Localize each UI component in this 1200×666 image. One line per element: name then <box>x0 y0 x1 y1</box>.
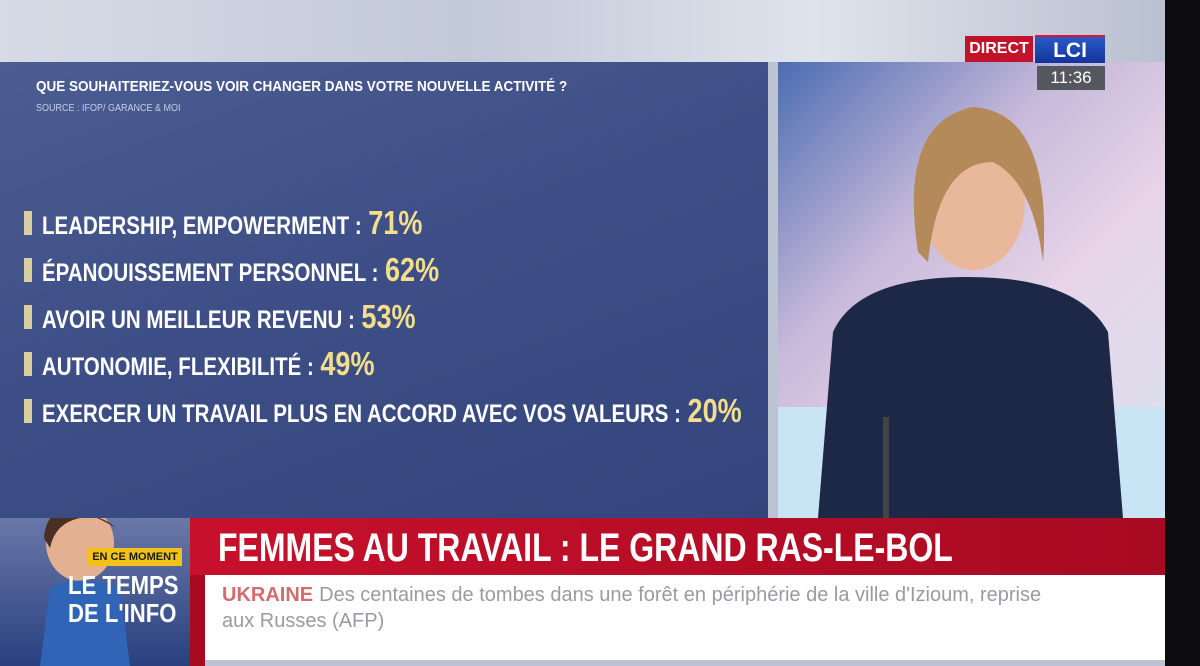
item-value: 20% <box>687 392 742 429</box>
item-text: AUTONOMIE, FLEXIBILITÉ :49% <box>42 345 375 383</box>
item-text: ÉPANOUISSEMENT PERSONNEL :62% <box>42 251 439 289</box>
item-label: AVOIR UN MEILLEUR REVENU : <box>42 306 355 334</box>
item-label: ÉPANOUISSEMENT PERSONNEL : <box>42 259 379 287</box>
microphone <box>883 417 889 518</box>
ticker-bar <box>205 575 1165 660</box>
live-label: DIRECT <box>965 36 1033 62</box>
survey-question: QUE SOUHAITERIEZ-VOUS VOIR CHANGER DANS … <box>36 78 568 95</box>
survey-item: EXERCER UN TRAVAIL PLUS EN ACCORD AVEC V… <box>24 392 895 430</box>
survey-item: AUTONOMIE, FLEXIBILITÉ :49% <box>24 345 448 383</box>
presenter-hair <box>913 107 1045 262</box>
item-marker <box>24 352 32 376</box>
ticker-accent <box>190 575 205 666</box>
headline: FEMMES AU TRAVAIL : LE GRAND RAS-LE-BOL <box>218 526 953 570</box>
ticker: UKRAINE Des centaines de tombes dans une … <box>222 582 1052 634</box>
headline-bar <box>190 518 1165 575</box>
ticker-text: Des centaines de tombes dans une forêt e… <box>222 584 1042 632</box>
item-value: 71% <box>368 204 423 241</box>
program-tag: EN CE MOMENT <box>88 548 182 566</box>
presenter-body <box>818 277 1123 518</box>
item-marker <box>24 399 32 423</box>
ticker-topic: UKRAINE <box>222 584 314 606</box>
program-thumbnail <box>0 505 190 666</box>
program-title: LE TEMPS <box>68 570 179 600</box>
item-text: AVOIR UN MEILLEUR REVENU :53% <box>42 298 416 336</box>
studio-view <box>778 62 1165 518</box>
host-illustration <box>40 505 130 666</box>
item-text: EXERCER UN TRAVAIL PLUS EN ACCORD AVEC V… <box>42 392 742 430</box>
item-marker <box>24 258 32 282</box>
item-label: EXERCER UN TRAVAIL PLUS EN ACCORD AVEC V… <box>42 400 681 428</box>
broadcast-frame: QUE SOUHAITERIEZ-VOUS VOIR CHANGER DANS … <box>0 0 1165 666</box>
item-value: 53% <box>361 298 416 335</box>
item-label: AUTONOMIE, FLEXIBILITÉ : <box>42 353 314 381</box>
program-title: DE L'INFO <box>68 598 177 628</box>
survey-panel <box>0 62 768 518</box>
item-marker <box>24 305 32 329</box>
item-value: 62% <box>384 251 440 288</box>
presenter-illustration <box>778 107 1165 518</box>
item-marker <box>24 211 32 235</box>
item-text: LEADERSHIP, EMPOWERMENT :71% <box>42 204 422 242</box>
item-value: 49% <box>320 345 375 382</box>
survey-item: LEADERSHIP, EMPOWERMENT :71% <box>24 204 506 242</box>
survey-item: ÉPANOUISSEMENT PERSONNEL :62% <box>24 251 526 289</box>
clock: 11:36 <box>1037 66 1105 90</box>
survey-item: AVOIR UN MEILLEUR REVENU :53% <box>24 298 498 336</box>
channel-logo: LCI <box>1035 35 1105 63</box>
survey-source: SOURCE : IFOP/ GARANCE & MOI <box>36 103 181 114</box>
item-label: LEADERSHIP, EMPOWERMENT : <box>42 212 362 240</box>
